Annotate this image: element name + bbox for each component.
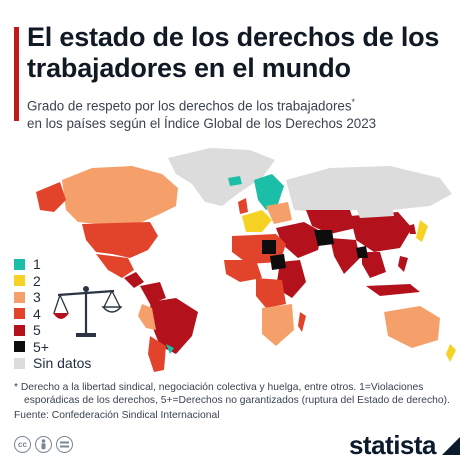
legend-swatch-2 [14,275,25,286]
region-madagascar [298,312,306,332]
world-map [36,148,456,372]
no-derivatives-icon[interactable] [56,436,73,453]
region-new-zealand [446,344,456,362]
footnote-line2: esporádicas de los derechos, 5+=Derechos… [24,395,450,406]
region-usa [82,222,158,258]
region-afghanistan [314,230,334,246]
region-philippines [398,256,408,272]
legend-label-4: 4 [33,305,41,322]
legend-swatch-1 [14,258,25,270]
legend-label-5-plus: 5+ [33,338,49,355]
region-libya [262,240,276,254]
region-uk [238,198,248,214]
region-sudan [270,254,286,270]
legend-item-2: 2 [14,273,91,289]
legend-swatch-5-plus [14,341,25,352]
region-west-africa [224,260,262,282]
attribution-icon[interactable] [35,436,52,453]
justice-scale-icon [53,286,122,337]
region-middle-east [276,222,322,258]
region-indonesia [366,284,420,296]
region-scandinavia [254,174,284,210]
region-korea [408,224,416,234]
region-japan [416,220,428,242]
region-southern-africa [262,304,294,346]
region-myanmar [356,246,368,258]
legend-swatch-5 [14,324,25,336]
legend-item-no-data: Sin datos [14,355,91,371]
legend-label-5: 5 [33,322,41,338]
subtitle-line2: en los países según el Índice Global de … [27,116,377,132]
legend-item-3: 3 [14,289,91,305]
region-mongolia [356,206,394,218]
region-canada [62,166,178,226]
region-west-europe [242,210,272,232]
legend-swatch-no-data [14,357,25,369]
creative-commons-icon[interactable]: cc [14,436,31,453]
region-colombia [140,282,166,304]
source-note: Fuente: Confederación Sindical Internaci… [14,410,220,421]
legend-label-no-data: Sin datos [33,355,92,371]
region-iceland [228,176,242,186]
legend-item-5-plus: 5+ [14,339,91,355]
page-subtitle: Grado de respeto por los derechos de los… [27,93,467,133]
region-east-africa [276,260,306,298]
subtitle-line1: Grado de respeto por los derechos de los… [27,98,352,114]
region-russia [286,166,452,212]
region-mexico [96,254,134,278]
region-southeast-asia [362,252,386,278]
region-australia [384,306,440,348]
region-central-asia [306,210,356,234]
legend-swatch-4 [14,308,25,319]
footnote: * Derecho a la libertad sindical, negoci… [14,381,464,407]
map-legend: 1 2 3 4 5 5+ Sin datos [14,256,91,372]
legend-swatch-3 [14,291,25,303]
legend-label-1: 1 [33,256,41,272]
region-central-africa [256,278,286,308]
legend-item-5: 5 [14,322,91,338]
region-brazil [150,298,198,354]
footnote-line1: * Derecho a la libertad sindical, negoci… [14,382,424,393]
legend-item-1: 1 [14,256,91,272]
region-uruguay [166,344,174,354]
legend-label-3: 3 [33,289,41,305]
region-central-america [124,272,144,288]
license-icons: cc [14,436,73,453]
title-accent-bar [14,27,19,121]
statista-brand[interactable]: statista [348,430,437,460]
statista-logo-icon [442,437,460,455]
region-argentina [148,336,166,372]
region-china [350,212,412,252]
legend-item-4: 4 [14,306,91,322]
region-east-europe [266,202,292,224]
region-india [330,238,360,274]
legend-label-2: 2 [33,272,41,289]
page-title: El estado de los derechos de los trabaja… [27,22,440,83]
subtitle-footnote-mark: * [351,97,356,107]
region-greenland [168,148,275,206]
region-andes [138,304,156,330]
region-alaska [36,182,66,212]
